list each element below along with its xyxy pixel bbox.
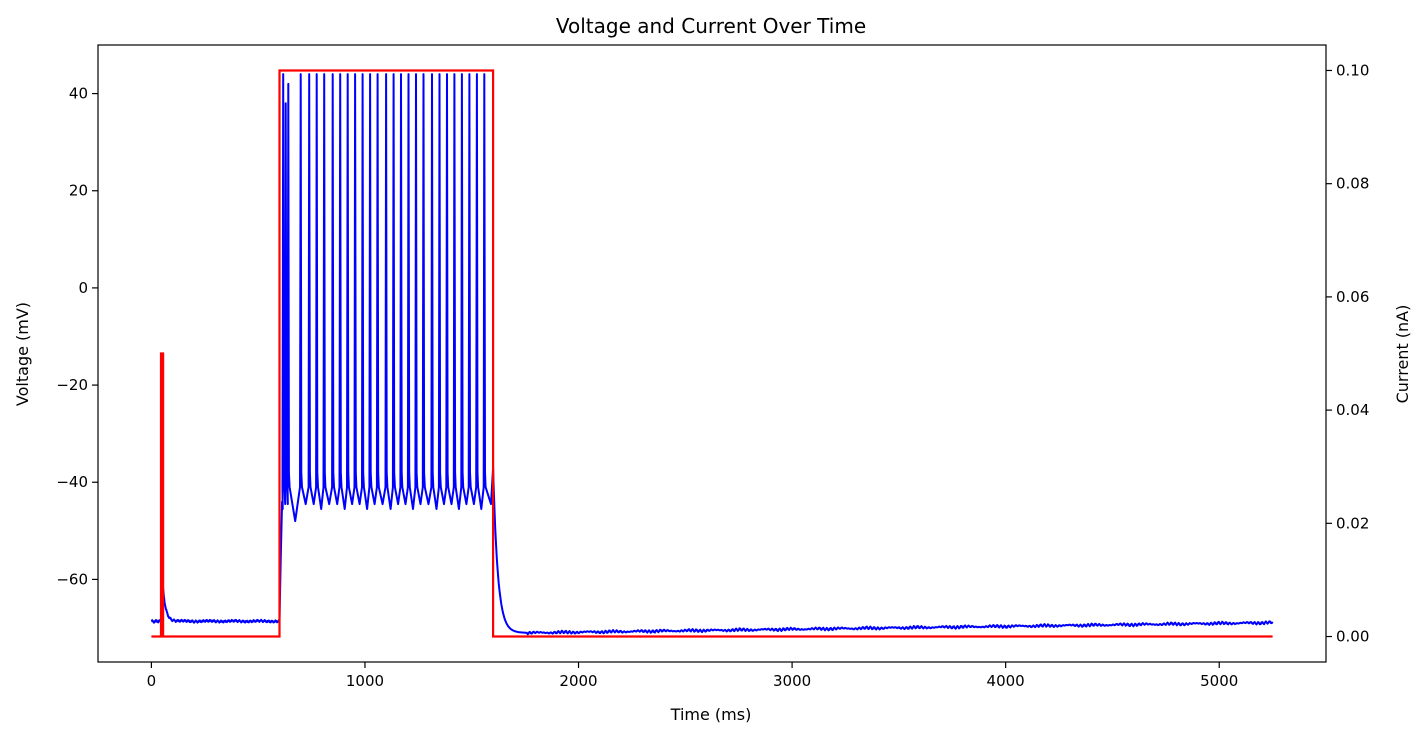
x-axis-ticks: 0 1000 2000 3000 4000 5000	[147, 662, 1238, 690]
y-right-axis-ticks: 0.00 0.02 0.04 0.06 0.08 0.10	[1326, 61, 1369, 646]
x-tick-label: 3000	[773, 672, 811, 690]
voltage-series-line	[150, 73, 1274, 636]
y-left-tick-label: −60	[56, 570, 88, 588]
y-right-tick-label: 0.02	[1336, 514, 1369, 532]
x-tick-label: 1000	[346, 672, 384, 690]
y-right-tick-label: 0.08	[1336, 175, 1369, 193]
y-right-axis-label: Current (nA)	[1393, 305, 1412, 404]
chart-title: Voltage and Current Over Time	[556, 14, 866, 38]
y-right-tick-label: 0.06	[1336, 288, 1369, 306]
plot-frame	[97, 44, 1327, 663]
y-right-tick-label: 0.00	[1336, 628, 1369, 646]
x-tick-label: 4000	[987, 672, 1025, 690]
y-left-tick-label: −40	[56, 473, 88, 491]
x-tick-label: 0	[147, 672, 157, 690]
y-left-tick-label: 40	[69, 85, 88, 103]
y-left-axis-label: Voltage (mV)	[13, 302, 32, 406]
plot-area	[150, 69, 1274, 638]
y-right-tick-label: 0.04	[1336, 401, 1369, 419]
y-left-tick-label: −20	[56, 376, 88, 394]
y-left-tick-label: 20	[69, 182, 88, 200]
y-left-tick-label: 0	[78, 279, 88, 297]
y-left-axis-ticks: −60 −40 −20 0 20 40	[56, 85, 98, 588]
y-right-tick-label: 0.10	[1336, 61, 1369, 79]
x-tick-label: 2000	[559, 672, 597, 690]
x-tick-label: 5000	[1200, 672, 1238, 690]
x-axis-label: Time (ms)	[670, 705, 752, 724]
current-series-line	[151, 69, 1273, 638]
